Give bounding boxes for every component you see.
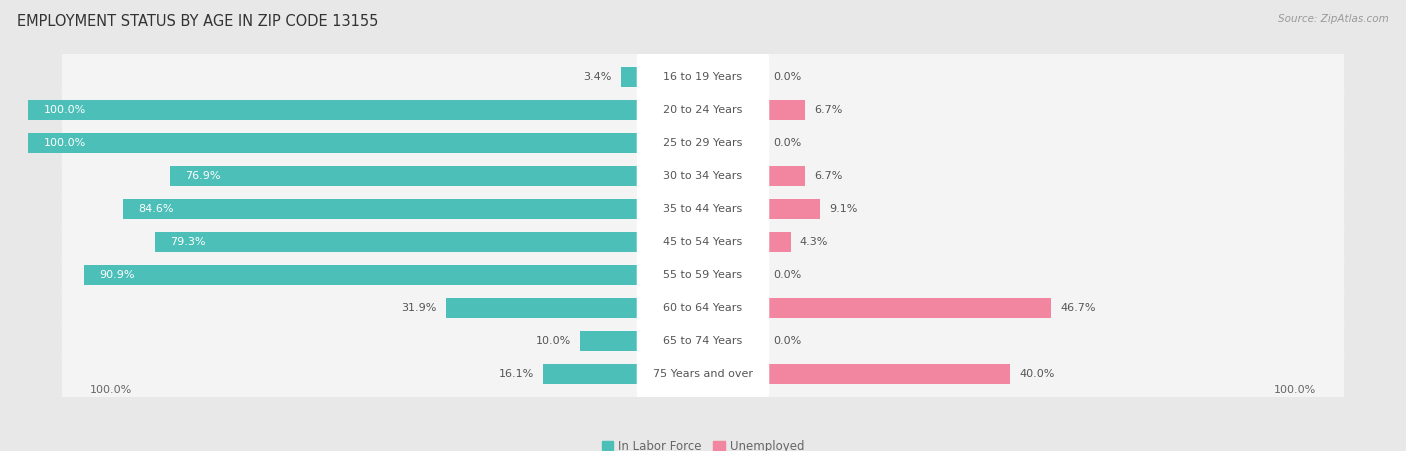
Text: 90.9%: 90.9% <box>100 270 135 280</box>
Text: 0.0%: 0.0% <box>773 336 801 346</box>
Text: 16 to 19 Years: 16 to 19 Years <box>664 72 742 82</box>
Legend: In Labor Force, Unemployed: In Labor Force, Unemployed <box>602 440 804 451</box>
Bar <box>765 199 820 219</box>
Text: 100.0%: 100.0% <box>1274 385 1316 396</box>
FancyBboxPatch shape <box>62 45 1344 175</box>
Text: Source: ZipAtlas.com: Source: ZipAtlas.com <box>1278 14 1389 23</box>
Text: 100.0%: 100.0% <box>90 385 132 396</box>
Text: 55 to 59 Years: 55 to 59 Years <box>664 270 742 280</box>
Text: 4.3%: 4.3% <box>800 237 828 247</box>
Text: 0.0%: 0.0% <box>773 72 801 82</box>
Text: 60 to 64 Years: 60 to 64 Years <box>664 303 742 313</box>
FancyBboxPatch shape <box>637 107 769 179</box>
FancyBboxPatch shape <box>62 210 1344 340</box>
FancyBboxPatch shape <box>637 337 769 410</box>
FancyBboxPatch shape <box>62 243 1344 373</box>
Text: 16.1%: 16.1% <box>498 369 534 379</box>
Text: 100.0%: 100.0% <box>44 105 86 115</box>
Bar <box>621 67 641 87</box>
Text: 35 to 44 Years: 35 to 44 Years <box>664 204 742 214</box>
Bar <box>765 232 790 252</box>
Text: 100.0%: 100.0% <box>44 138 86 148</box>
Text: 6.7%: 6.7% <box>814 171 844 181</box>
Bar <box>28 133 641 153</box>
FancyBboxPatch shape <box>637 74 769 147</box>
FancyBboxPatch shape <box>62 177 1344 307</box>
Bar <box>765 298 1050 318</box>
Text: 76.9%: 76.9% <box>186 171 221 181</box>
Text: 0.0%: 0.0% <box>773 270 801 280</box>
Bar <box>84 265 641 285</box>
FancyBboxPatch shape <box>637 140 769 212</box>
Bar <box>765 364 1010 384</box>
Bar <box>581 331 641 351</box>
Text: 84.6%: 84.6% <box>138 204 173 214</box>
Bar <box>446 298 641 318</box>
FancyBboxPatch shape <box>637 304 769 377</box>
Bar <box>122 199 641 219</box>
Text: 20 to 24 Years: 20 to 24 Years <box>664 105 742 115</box>
Bar <box>155 232 641 252</box>
Text: 65 to 74 Years: 65 to 74 Years <box>664 336 742 346</box>
Text: 25 to 29 Years: 25 to 29 Years <box>664 138 742 148</box>
FancyBboxPatch shape <box>62 111 1344 241</box>
Text: 30 to 34 Years: 30 to 34 Years <box>664 171 742 181</box>
Bar <box>543 364 641 384</box>
Text: 10.0%: 10.0% <box>536 336 571 346</box>
Text: 46.7%: 46.7% <box>1060 303 1095 313</box>
Text: 0.0%: 0.0% <box>773 138 801 148</box>
FancyBboxPatch shape <box>637 173 769 245</box>
Bar <box>765 100 806 120</box>
Text: 75 Years and over: 75 Years and over <box>652 369 754 379</box>
Text: 79.3%: 79.3% <box>170 237 205 247</box>
FancyBboxPatch shape <box>62 12 1344 143</box>
FancyBboxPatch shape <box>62 308 1344 439</box>
FancyBboxPatch shape <box>637 41 769 114</box>
Text: 45 to 54 Years: 45 to 54 Years <box>664 237 742 247</box>
Text: 6.7%: 6.7% <box>814 105 844 115</box>
Text: 40.0%: 40.0% <box>1019 369 1054 379</box>
FancyBboxPatch shape <box>637 272 769 344</box>
Text: 31.9%: 31.9% <box>401 303 437 313</box>
FancyBboxPatch shape <box>62 276 1344 406</box>
Text: 3.4%: 3.4% <box>583 72 612 82</box>
Bar <box>765 166 806 186</box>
Text: EMPLOYMENT STATUS BY AGE IN ZIP CODE 13155: EMPLOYMENT STATUS BY AGE IN ZIP CODE 131… <box>17 14 378 28</box>
Bar <box>170 166 641 186</box>
FancyBboxPatch shape <box>637 239 769 311</box>
Bar <box>28 100 641 120</box>
FancyBboxPatch shape <box>62 144 1344 274</box>
FancyBboxPatch shape <box>62 78 1344 208</box>
Text: 9.1%: 9.1% <box>830 204 858 214</box>
FancyBboxPatch shape <box>637 206 769 278</box>
